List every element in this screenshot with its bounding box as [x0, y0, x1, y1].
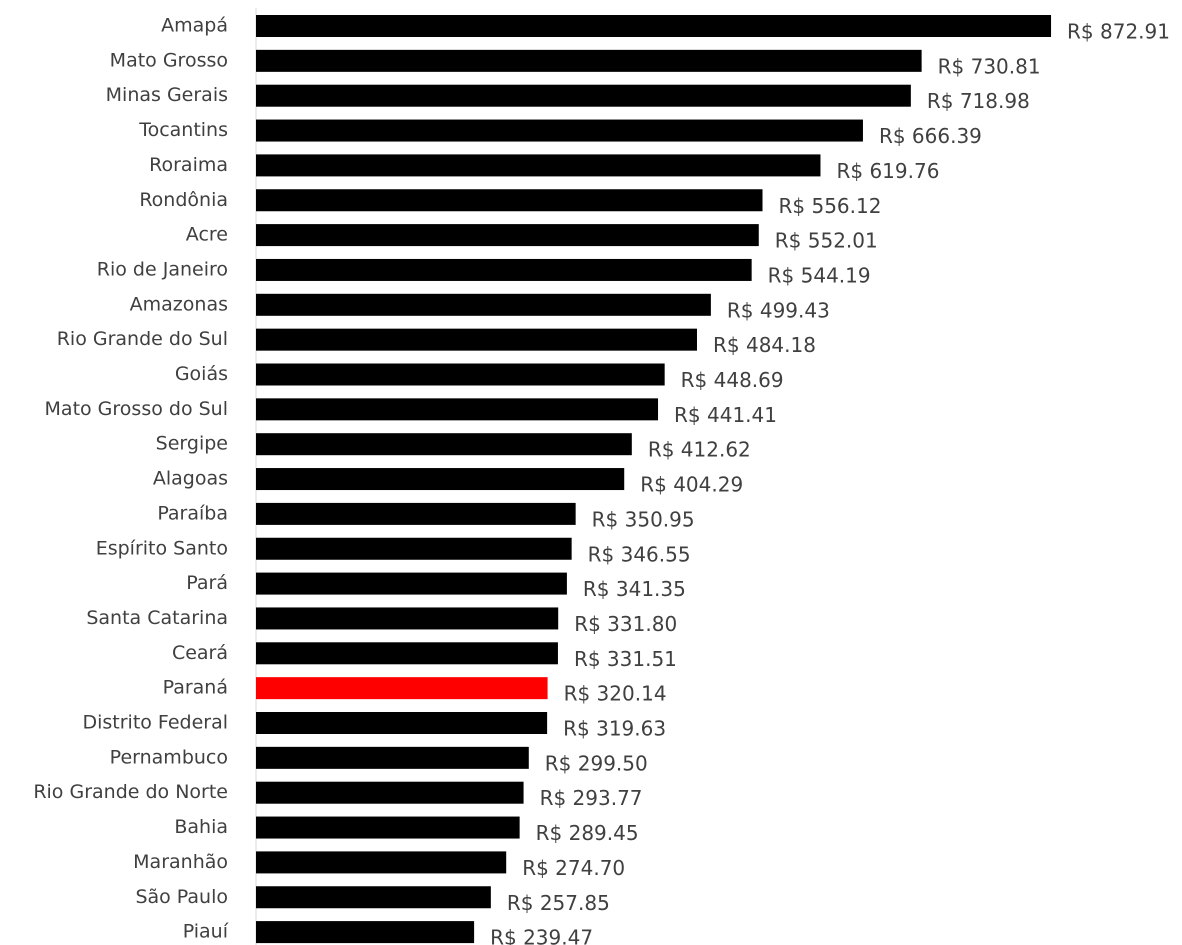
bar [256, 607, 559, 630]
value-label: R$ 556.12 [779, 194, 882, 218]
bar [256, 572, 567, 595]
bar [256, 712, 548, 734]
category-label: Minas Gerais [106, 84, 228, 106]
value-label: R$ 404.29 [640, 473, 743, 497]
bar [256, 328, 697, 351]
bar [256, 642, 558, 665]
value-label: R$ 619.76 [836, 159, 939, 183]
category-label: Distrito Federal [82, 712, 228, 734]
category-label: Pará [186, 572, 228, 594]
bar [256, 921, 475, 944]
bar [256, 154, 821, 177]
value-label: R$ 274.70 [522, 856, 625, 880]
bar [256, 886, 491, 909]
bar [256, 816, 520, 839]
category-label: Piauí [183, 921, 229, 943]
category-label: Amazonas [130, 293, 228, 315]
category-label: Maranhão [133, 851, 228, 873]
bar [256, 677, 548, 700]
category-label: Ceará [172, 642, 228, 664]
value-label: R$ 718.98 [927, 89, 1030, 113]
bar [256, 537, 572, 560]
category-label: Mato Grosso [110, 49, 228, 71]
category-label: Paraíba [157, 502, 228, 524]
value-label: R$ 319.63 [563, 717, 666, 741]
category-label: Paraná [163, 677, 228, 699]
value-label: R$ 448.69 [681, 368, 784, 392]
value-label: R$ 320.14 [564, 682, 667, 706]
category-label: São Paulo [135, 886, 228, 908]
value-label: R$ 239.47 [490, 926, 593, 945]
bar [256, 363, 665, 386]
category-label: Santa Catarina [86, 607, 228, 629]
category-label: Rio de Janeiro [97, 258, 228, 280]
value-label: R$ 331.80 [574, 612, 677, 636]
category-label: Mato Grosso do Sul [45, 398, 228, 420]
value-label: R$ 293.77 [540, 786, 643, 810]
bar [256, 398, 659, 421]
bar [256, 15, 1052, 37]
value-label: R$ 730.81 [938, 54, 1041, 78]
value-label: R$ 299.50 [545, 751, 648, 775]
bar [256, 502, 576, 525]
bar [256, 224, 759, 247]
bar [256, 258, 752, 281]
value-label: R$ 341.35 [583, 577, 686, 601]
bar [256, 84, 911, 107]
category-label: Acre [186, 224, 228, 246]
value-label: R$ 441.41 [674, 403, 777, 427]
value-label: R$ 499.43 [727, 298, 830, 322]
category-label: Espírito Santo [96, 537, 228, 559]
value-label: R$ 412.62 [648, 438, 751, 462]
category-label: Pernambuco [110, 746, 228, 768]
value-label: R$ 257.85 [507, 891, 610, 915]
category-label: Bahia [174, 816, 228, 838]
value-label: R$ 666.39 [879, 124, 982, 148]
value-label: R$ 484.18 [713, 333, 816, 357]
bar [256, 746, 529, 769]
bar [256, 189, 763, 212]
category-label: Rio Grande do Sul [57, 328, 228, 350]
bar [256, 851, 507, 874]
value-label: R$ 350.95 [592, 507, 695, 531]
category-label: Rondônia [139, 189, 228, 211]
bar [256, 468, 625, 491]
value-label: R$ 544.19 [768, 263, 871, 287]
category-label: Alagoas [153, 468, 228, 490]
bar [256, 49, 922, 72]
category-label: Roraima [149, 154, 228, 176]
bar [256, 119, 863, 142]
category-label: Amapá [161, 15, 228, 37]
bar [256, 781, 524, 804]
value-label: R$ 346.55 [588, 542, 691, 566]
category-label: Rio Grande do Norte [33, 781, 228, 803]
category-label: Goiás [175, 363, 228, 385]
value-label: R$ 872.91 [1067, 20, 1170, 44]
bar [256, 433, 632, 456]
value-label: R$ 331.51 [574, 647, 677, 671]
value-label: R$ 552.01 [775, 229, 878, 253]
bar [256, 293, 711, 316]
value-label: R$ 289.45 [536, 821, 639, 845]
category-label: Sergipe [156, 433, 228, 455]
category-label: Tocantins [138, 119, 228, 141]
